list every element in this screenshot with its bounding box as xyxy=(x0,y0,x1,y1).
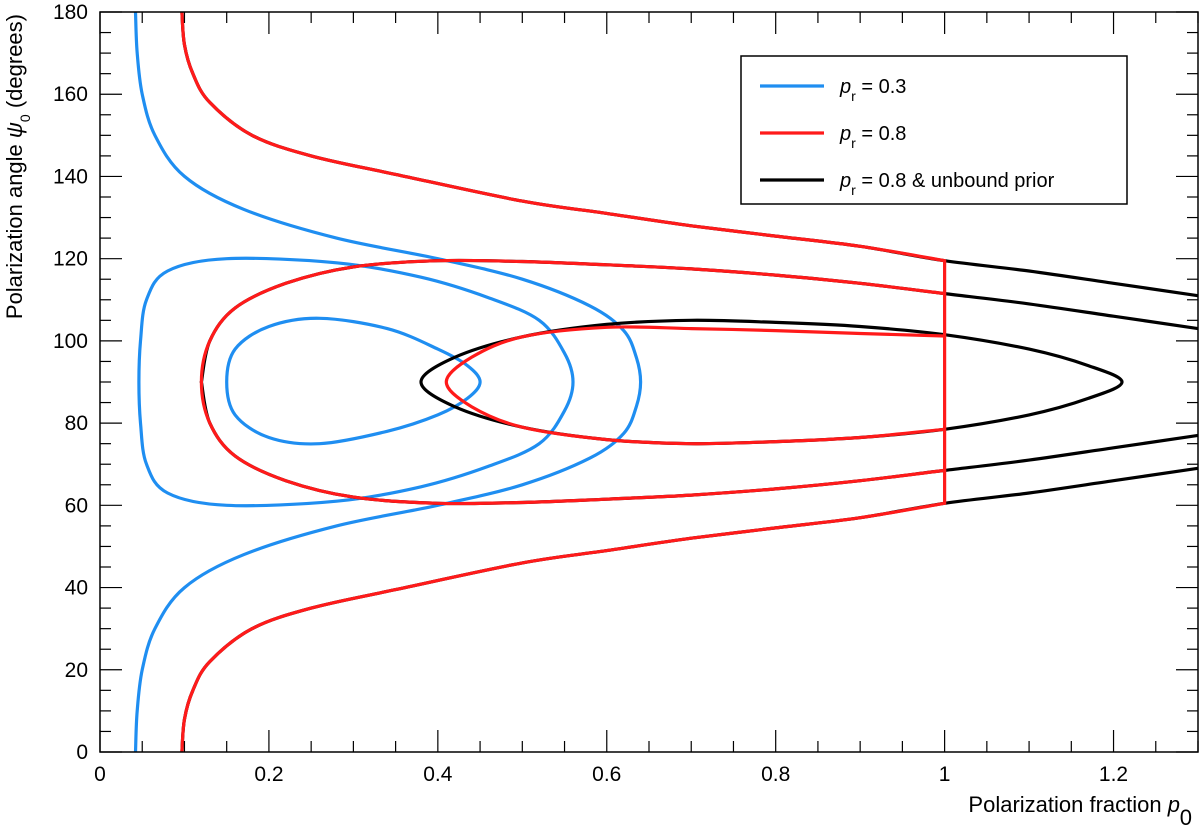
legend-label: pr = 0.8 & unbound prior xyxy=(839,170,1055,198)
legend-label: pr = 0.3 xyxy=(839,76,906,104)
series-line-10-outer-upper-truncated xyxy=(180,12,947,263)
series-line-1-middle xyxy=(137,256,575,508)
x-axis-title-subscript: 0 xyxy=(1180,805,1192,830)
svg-text:Polarization angle ψ0 (degree: Polarization angle ψ0 (degrees) xyxy=(2,14,33,319)
y-axis-title: Polarization angle ψ0 (degrees) xyxy=(2,14,33,319)
y-tick-label: 160 xyxy=(53,83,88,106)
x-tick-label: 0.2 xyxy=(254,763,283,786)
x-tick-label: 0.6 xyxy=(592,763,621,786)
series-line-11-outer-lower-truncated xyxy=(180,501,947,752)
series-line-8-inner-truncated xyxy=(444,325,947,446)
series-line-3-inner xyxy=(419,318,1124,446)
x-tick-label: 0 xyxy=(94,763,106,786)
y-tick-label: 60 xyxy=(65,494,88,517)
x-tick-label: 1.2 xyxy=(1099,763,1128,786)
y-tick-label: 20 xyxy=(65,659,88,682)
y-tick-label: 120 xyxy=(53,248,88,271)
series-layer xyxy=(133,12,1198,752)
y-tick-label: 80 xyxy=(65,412,88,435)
legend-label: pr = 0.8 xyxy=(839,123,906,151)
y-tick-label: 140 xyxy=(53,165,88,188)
series-line-7-outer-lower xyxy=(180,466,1198,752)
x-tick-label: 0.4 xyxy=(423,763,453,786)
legend: pr = 0.3 pr = 0.8 pr = 0.8 & unbound prior xyxy=(740,55,1128,205)
x-tick-label: 0.8 xyxy=(761,763,790,786)
y-tick-label: 40 xyxy=(65,577,88,600)
series-line-9-middle-truncated xyxy=(199,258,947,506)
series-line-0-inner xyxy=(225,316,482,446)
y-tick-label: 0 xyxy=(76,741,88,764)
series-line-2-outer xyxy=(133,12,643,752)
y-tick-label: 100 xyxy=(53,330,88,353)
x-axis-title: Polarization fraction p xyxy=(968,792,1180,817)
x-tick-label: 1 xyxy=(939,763,951,786)
y-tick-label: 180 xyxy=(53,1,88,24)
